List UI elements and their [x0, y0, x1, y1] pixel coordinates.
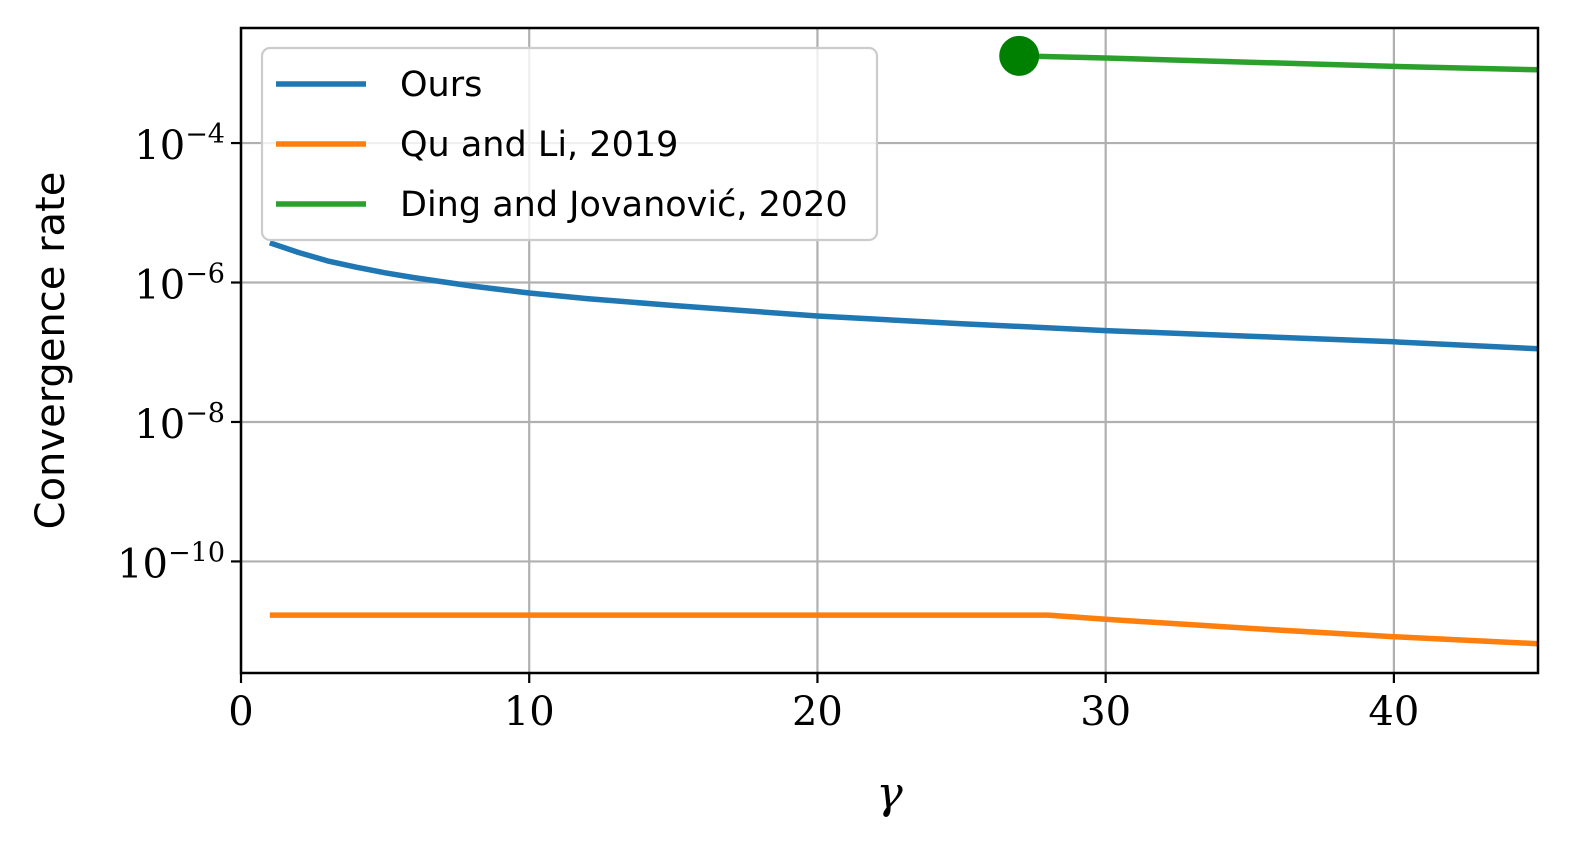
- series-line-0: [268, 240, 1539, 352]
- y-tick-exponent: −8: [185, 398, 225, 429]
- legend: Ours Qu and Li, 2019 Ding and Jovanović, 2…: [260, 46, 879, 242]
- y-tick-exponent: −10: [168, 537, 225, 568]
- series-start-marker: [999, 35, 1040, 76]
- y-tick-label: 10−6: [134, 259, 225, 309]
- series-layer: [268, 53, 1539, 647]
- legend-label-1: Qu and Li, 2019: [400, 125, 678, 165]
- legend-label-2: Ding and Jovanović, 2020: [400, 185, 848, 225]
- x-tick-label: 10: [504, 689, 555, 735]
- x-tick-label: 40: [1368, 689, 1419, 735]
- y-tick-label: 10−8: [134, 398, 225, 448]
- marker-layer: [999, 35, 1040, 76]
- x-tick-label: 30: [1080, 689, 1131, 735]
- y-tick-exponent: −6: [185, 259, 225, 290]
- y-axis-label: Convergence rate: [28, 172, 74, 530]
- y-tick-label: 10−10: [117, 537, 225, 587]
- y-tick-base: 10: [134, 263, 185, 309]
- x-axis-label: γ: [876, 768, 903, 819]
- y-tick-label: 10−4: [134, 119, 225, 169]
- y-tick-base: 10: [134, 123, 185, 169]
- legend-box: [260, 46, 879, 242]
- x-tick-label: 0: [228, 689, 253, 735]
- series-line-2: [1019, 53, 1539, 73]
- y-tick-exponent: −4: [185, 119, 225, 150]
- y-tick-base: 10: [134, 402, 185, 448]
- series-line-1: [269, 612, 1539, 647]
- legend-label-0: Ours: [400, 65, 482, 105]
- y-tick-base: 10: [117, 541, 168, 587]
- plot-frame: [239, 26, 1540, 675]
- x-tick-label: 20: [792, 689, 843, 735]
